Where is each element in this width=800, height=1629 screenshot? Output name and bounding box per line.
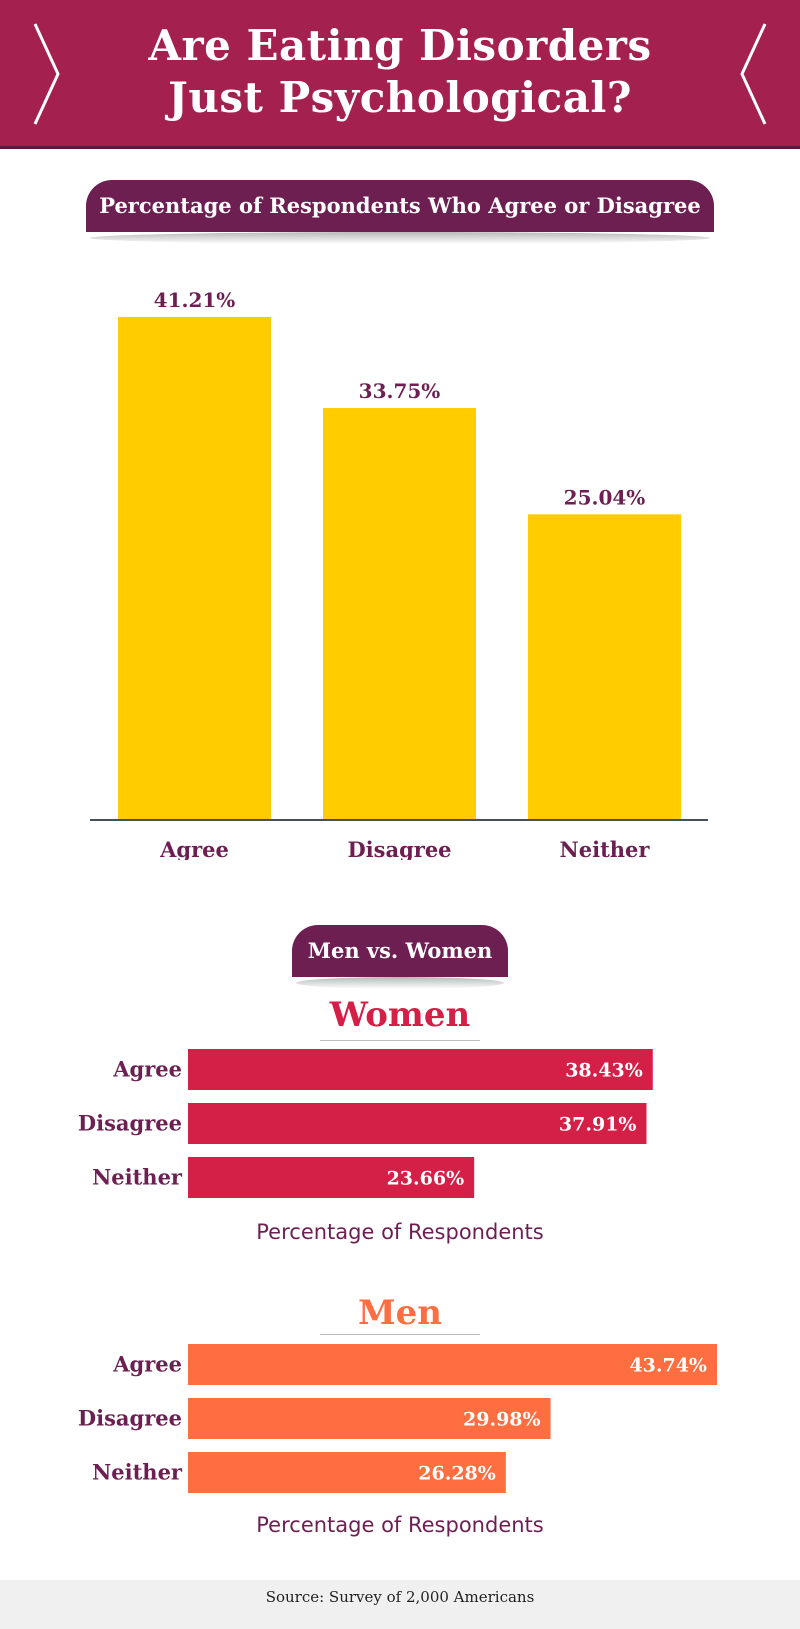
category-label: Disagree: [347, 837, 451, 860]
men-chart-title: Men: [358, 1293, 442, 1333]
section-title-shadow: [296, 977, 504, 989]
bar-neither: [188, 1157, 475, 1198]
data-label: 33.75%: [359, 379, 441, 403]
women-axis-caption: Percentage of Respondents: [256, 1220, 544, 1244]
bar-neither: [188, 1452, 506, 1493]
data-label: 37.91%: [559, 1114, 637, 1136]
header-banner: Are Eating Disorders Just Psychological?: [0, 0, 800, 149]
bar-disagree: [188, 1398, 551, 1439]
chevron-left-icon: [740, 23, 767, 125]
men-title-underline: [320, 1334, 480, 1335]
men-bar-chart: 43.74% Agree 29.98% Disagree 26.28% Neither: [78, 1344, 717, 1493]
data-label: 41.21%: [154, 288, 236, 312]
gender-section-title: Men vs. Women: [292, 925, 508, 977]
women-title-underline: [320, 1040, 480, 1041]
data-label: 29.98%: [463, 1409, 541, 1431]
category-label: Agree: [112, 1352, 182, 1377]
page-title: Are Eating Disorders Just Psychological?: [148, 21, 652, 122]
category-label: Disagree: [78, 1111, 182, 1136]
women-bar-chart: 38.43% Agree 37.91% Disagree 23.66% Neither: [78, 1049, 653, 1198]
bar-agree: [118, 317, 271, 820]
category-label: Agree: [159, 837, 229, 860]
bar-neither: [528, 514, 681, 820]
bar-agree: [188, 1344, 717, 1385]
overall-bar-chart: 41.21% Agree 33.75% Disagree 25.04% Neither: [90, 288, 708, 860]
category-label: Neither: [92, 1460, 183, 1485]
data-label: 43.74%: [629, 1355, 707, 1377]
data-label: 23.66%: [387, 1168, 465, 1190]
category-label: Agree: [112, 1057, 182, 1082]
overall-section-title: Percentage of Respondents Who Agree or D…: [86, 180, 714, 232]
bar-disagree: [188, 1103, 647, 1144]
section-title-shadow: [90, 232, 710, 244]
data-label: 25.04%: [564, 485, 646, 509]
bar-disagree: [323, 408, 476, 820]
data-label: 38.43%: [565, 1060, 643, 1082]
women-chart-title: Women: [329, 995, 471, 1035]
source-note: Source: Survey of 2,000 Americans: [0, 1580, 800, 1629]
category-label: Neither: [560, 837, 651, 860]
chevron-right-icon: [33, 23, 60, 125]
bar-agree: [188, 1049, 653, 1090]
category-label: Disagree: [78, 1406, 182, 1431]
category-label: Neither: [92, 1165, 183, 1190]
men-axis-caption: Percentage of Respondents: [256, 1513, 544, 1537]
data-label: 26.28%: [418, 1463, 496, 1485]
